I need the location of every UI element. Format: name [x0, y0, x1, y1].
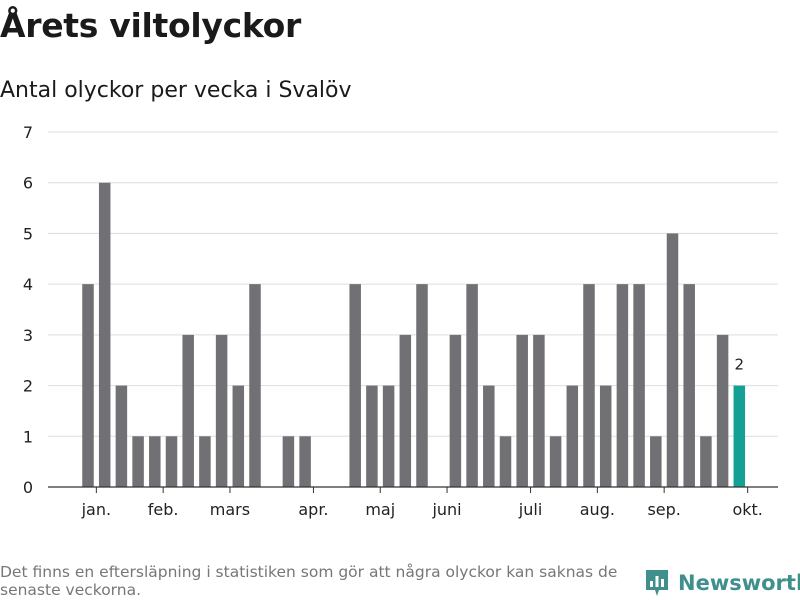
bar-highlight [733, 385, 746, 487]
y-tick-label: 3 [23, 326, 33, 345]
x-tick-label: sep. [647, 500, 680, 519]
y-tick-label: 7 [23, 123, 33, 142]
bar [249, 284, 261, 487]
bar [282, 436, 295, 487]
bar [666, 233, 679, 487]
y-tick-label: 0 [23, 478, 33, 497]
data-label: 2 [735, 356, 745, 374]
bar [199, 436, 211, 487]
footnote: Det finns en eftersläpning i statistiken… [0, 563, 618, 599]
bar [700, 436, 712, 487]
bar [516, 334, 528, 487]
x-tick-label: juni [431, 500, 461, 519]
newsworthy-logo-icon [646, 570, 668, 596]
y-tick-label: 1 [23, 427, 33, 446]
y-tick-label: 4 [23, 275, 33, 294]
bar [499, 436, 512, 487]
bar [566, 385, 579, 487]
bar [98, 182, 111, 487]
y-axis: 0 1 2 3 4 5 6 7 [23, 123, 33, 497]
chart-subtitle: Antal olyckor per vecka i Svalöv [0, 78, 352, 103]
bar [366, 385, 378, 487]
bar [215, 334, 228, 487]
bar [449, 334, 462, 487]
bar [165, 436, 178, 487]
bar [533, 334, 545, 487]
bar [599, 385, 612, 487]
brand[interactable]: Newsworthy [644, 568, 800, 598]
bar-chart: 2 0 1 2 3 4 5 6 7 jan. feb. mars apr. maj juni juli au… [23, 123, 778, 519]
bars: 2 [82, 182, 746, 487]
bar [399, 334, 412, 487]
x-tick-label: jan. [81, 500, 111, 519]
bar [349, 284, 361, 487]
bar [716, 334, 729, 487]
brand-name: Newsworthy [678, 571, 800, 595]
bar [82, 284, 94, 487]
x-axis: jan. feb. mars apr. maj juni juli aug. sep. okt. [48, 486, 778, 519]
bar [583, 284, 595, 487]
bar [132, 436, 144, 487]
bar [483, 385, 495, 487]
bar [299, 436, 311, 487]
y-tick-label: 6 [23, 174, 33, 193]
bar [466, 284, 478, 487]
bar [382, 385, 395, 487]
y-tick-label: 5 [23, 224, 33, 243]
bar [232, 385, 245, 487]
x-tick-label: okt. [732, 500, 762, 519]
bar [616, 284, 629, 487]
x-tick-label: apr. [298, 500, 328, 519]
bar [549, 436, 562, 487]
x-tick-label: aug. [580, 500, 615, 519]
bar [416, 284, 428, 487]
bar [115, 385, 128, 487]
bar [182, 334, 194, 487]
x-tick-label: mars [210, 500, 250, 519]
x-tick-label: feb. [148, 500, 179, 519]
page-title: Årets viltolyckor [0, 6, 301, 45]
bar [149, 436, 161, 487]
bar [650, 436, 662, 487]
x-tick-label: maj [365, 500, 395, 519]
bar [683, 284, 695, 487]
bar [633, 284, 645, 487]
y-tick-label: 2 [23, 377, 33, 396]
x-tick-label: juli [518, 500, 542, 519]
